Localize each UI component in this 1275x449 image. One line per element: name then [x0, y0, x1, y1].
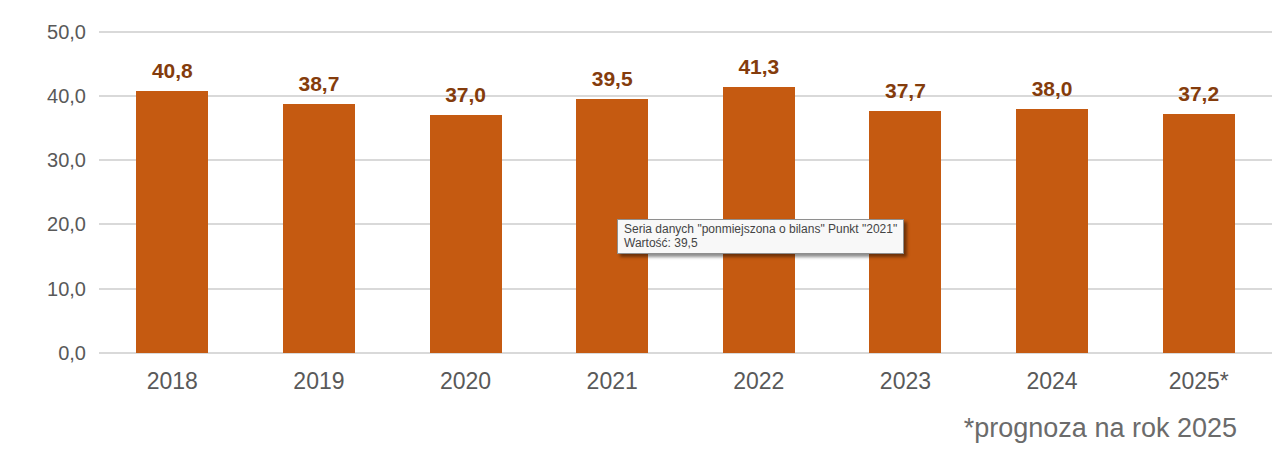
y-axis-tick-label: 50,0: [0, 20, 86, 44]
bar-2019[interactable]: [283, 104, 355, 353]
data-label-2025*: 37,2: [1144, 82, 1254, 106]
bar-2020[interactable]: [430, 115, 502, 353]
gridline-30,0: [99, 159, 1272, 161]
gridline-10,0: [99, 288, 1272, 290]
tooltip-value-line: Wartość: 39,5: [624, 236, 897, 250]
data-label-2019: 38,7: [264, 72, 374, 96]
data-label-2020: 37,0: [411, 83, 521, 107]
data-label-2021: 39,5: [557, 67, 667, 91]
x-axis-tick-label-2024: 2024: [987, 368, 1117, 394]
x-axis-tick-label-2025*: 2025*: [1134, 368, 1264, 394]
y-axis-tick-label: 0,0: [0, 341, 86, 365]
x-axis-tick-label-2021: 2021: [547, 368, 677, 394]
x-axis-tick-label-2023: 2023: [840, 368, 970, 394]
bar-2025*[interactable]: [1163, 114, 1235, 353]
data-label-2022: 41,3: [704, 55, 814, 79]
data-label-2023: 37,7: [850, 79, 960, 103]
gridline-0,0: [99, 352, 1272, 354]
bar-chart: 0,0 10,0 20,0 30,0 40,0 50,0 40,8 2018 38,7 2019 3…: [0, 0, 1275, 449]
gridline-50,0: [99, 31, 1272, 33]
y-axis-tick-label: 10,0: [0, 277, 86, 301]
x-axis-tick-label-2022: 2022: [694, 368, 824, 394]
chart-tooltip: Seria danych "ponmiejszona o bilans" Pun…: [617, 219, 904, 254]
bar-2018[interactable]: [136, 91, 208, 353]
x-axis-tick-label-2019: 2019: [254, 368, 384, 394]
y-axis-tick-label: 40,0: [0, 84, 86, 108]
bar-2024[interactable]: [1016, 109, 1088, 353]
data-label-2024: 38,0: [997, 77, 1107, 101]
y-axis-tick-label: 20,0: [0, 212, 86, 236]
tooltip-series-line: Seria danych "ponmiejszona o bilans" Pun…: [624, 222, 897, 236]
x-axis-tick-label-2020: 2020: [401, 368, 531, 394]
data-label-2018: 40,8: [117, 59, 227, 83]
x-axis-tick-label-2018: 2018: [107, 368, 237, 394]
forecast-footnote: *prognoza na rok 2025: [964, 412, 1237, 444]
y-axis-tick-label: 30,0: [0, 148, 86, 172]
